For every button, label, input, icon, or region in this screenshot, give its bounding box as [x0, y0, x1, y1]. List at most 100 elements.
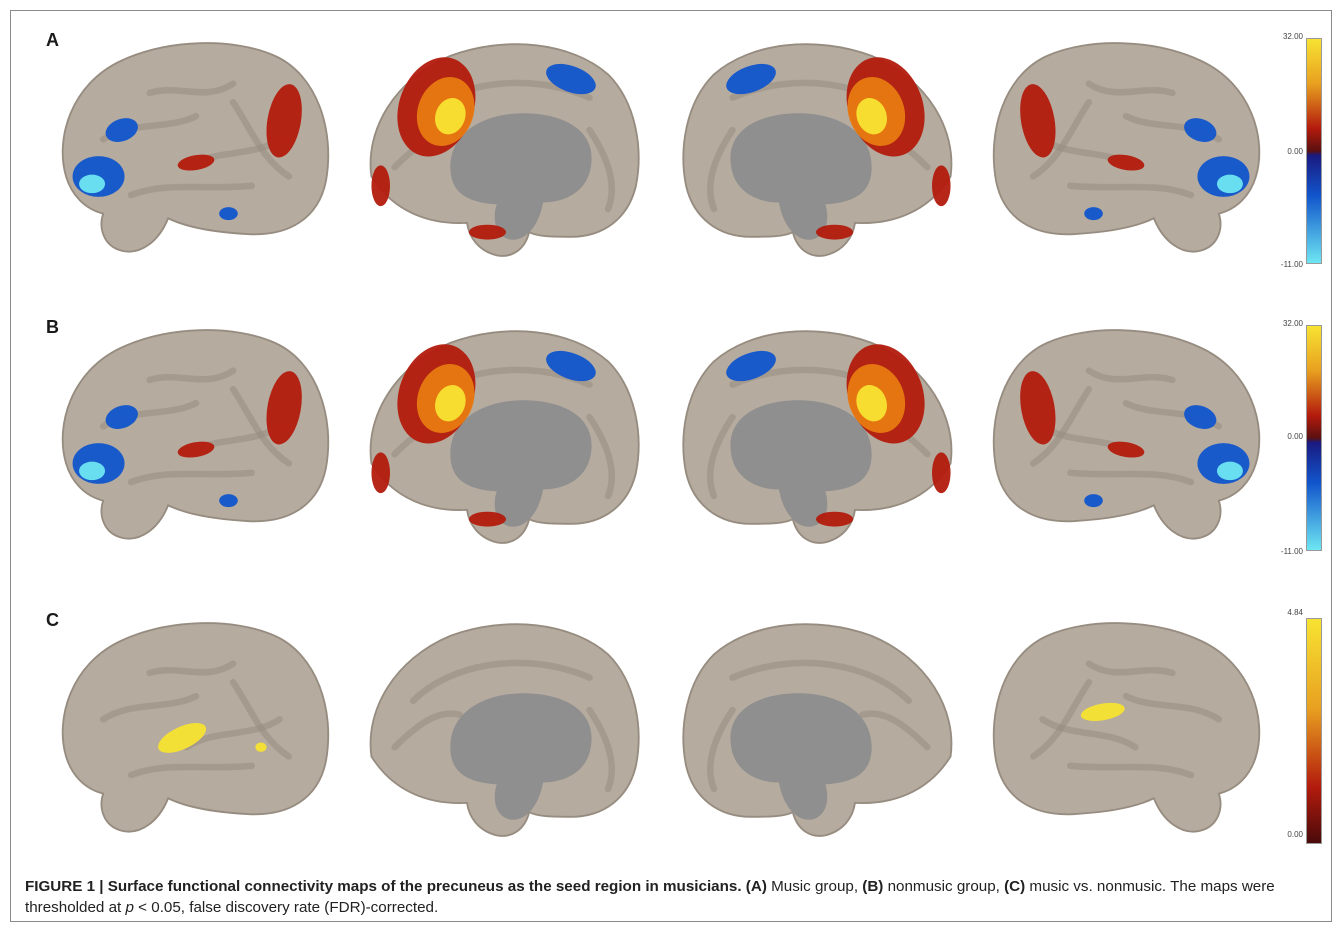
negative-peak-cluster: [1216, 461, 1243, 481]
positive-cluster: [177, 154, 215, 171]
caption-b-text: nonmusic group,: [883, 878, 1005, 895]
negative-cluster: [546, 63, 596, 95]
panel-letter: A: [46, 30, 59, 50]
colorbar-mid-label: 0.00: [1287, 432, 1303, 441]
sulcus: [707, 126, 736, 213]
brain-right-medial-view: [682, 330, 953, 544]
negative-cluster: [1184, 118, 1217, 143]
positive-peak-cluster: [856, 384, 888, 422]
sulcus: [586, 706, 615, 793]
brain-right-medial-view: [682, 43, 953, 257]
sulcus: [586, 413, 615, 500]
positive-cluster: [1107, 441, 1145, 458]
sulcus: [127, 182, 255, 199]
negative-cluster: [726, 63, 776, 95]
difference-cluster: [255, 742, 267, 752]
colorbar-max-label: 32.00: [1282, 32, 1303, 41]
colorbar-min-label: -11.00: [1280, 547, 1303, 556]
positive-cluster: [177, 441, 215, 458]
difference-cluster: [1080, 702, 1125, 722]
negative-peak-cluster: [79, 174, 106, 194]
brain-left-medial-view: [369, 43, 640, 257]
colorbar: [1306, 38, 1322, 264]
positive-peak-cluster: [434, 97, 466, 135]
colorbar-max-label: 32.00: [1282, 319, 1303, 328]
negative-cluster: [726, 350, 776, 382]
colorbar: [1306, 325, 1322, 551]
medial-wall: [730, 113, 872, 240]
positive-cluster: [1020, 84, 1056, 158]
brain-right-lateral-view: [992, 622, 1261, 833]
sulcus: [146, 660, 237, 677]
panel-letter: B: [46, 317, 59, 337]
medial-wall: [730, 693, 872, 820]
sulcus: [1029, 98, 1093, 180]
negative-cluster: [1184, 405, 1217, 430]
colorbar-min-label: 0.00: [1287, 830, 1303, 839]
cortex-surface: [992, 329, 1261, 540]
panel-c: C 4.84 0.00: [11, 590, 1331, 860]
positive-cluster: [816, 511, 854, 527]
brain-right-lateral-view: [992, 42, 1261, 253]
positive-peak-cluster: [434, 384, 466, 422]
sulcus: [229, 98, 293, 180]
positive-cluster: [468, 511, 506, 527]
sulcus: [229, 385, 293, 467]
negative-peak-cluster: [79, 461, 106, 481]
difference-cluster: [158, 723, 207, 753]
sulcus: [229, 678, 293, 760]
positive-cluster: [371, 452, 390, 494]
medial-wall: [450, 693, 592, 820]
colorbar-mid-label: 0.00: [1287, 147, 1303, 156]
negative-cluster: [1084, 207, 1103, 221]
sulcus: [586, 126, 615, 213]
figure-caption: FIGURE 1 | Surface functional connectivi…: [25, 876, 1320, 918]
positive-cluster: [816, 224, 854, 240]
figure-frame: [10, 10, 1332, 922]
sulcus: [127, 762, 255, 779]
caption-threshold-text: < 0.05, false discovery rate (FDR)-corre…: [133, 899, 439, 916]
sulcus: [1039, 716, 1139, 751]
caption-p-symbol: p: [125, 899, 134, 916]
sulcus: [1085, 367, 1176, 384]
caption-a-label: (A): [745, 878, 767, 895]
sulcus: [1067, 469, 1195, 486]
negative-cluster: [219, 207, 238, 221]
brain-left-lateral-view: [61, 329, 330, 540]
brain-left-lateral-view: [61, 622, 330, 833]
caption-b-label: (B): [862, 878, 884, 895]
cortex-surface: [61, 42, 330, 253]
negative-cluster: [219, 494, 238, 508]
positive-cluster: [932, 165, 951, 207]
positive-cluster: [932, 452, 951, 494]
sulcus: [127, 469, 255, 486]
medial-wall: [450, 400, 592, 527]
sulcus: [1085, 660, 1176, 677]
positive-cluster: [468, 224, 506, 240]
panel-letter: C: [46, 610, 59, 630]
sulcus: [146, 80, 237, 97]
caption-c-text: music vs. nonmusic. The maps were thresh…: [25, 878, 1275, 916]
positive-cluster: [1107, 154, 1145, 171]
sulcus: [1029, 385, 1093, 467]
sulcus: [1085, 80, 1176, 97]
sulcus: [859, 710, 931, 751]
sulcus: [146, 367, 237, 384]
caption-c-label: (C): [1004, 878, 1026, 895]
cortex-surface: [61, 329, 330, 540]
negative-cluster: [105, 118, 138, 143]
cortex-surface: [992, 42, 1261, 253]
positive-cluster: [266, 84, 302, 158]
panel-b: B 32.00 0.00 -11.00: [11, 297, 1331, 567]
positive-cluster: [371, 165, 390, 207]
medial-wall: [730, 400, 872, 527]
brain-right-medial-view: [682, 623, 953, 837]
colorbar-max-label: 4.84: [1287, 608, 1303, 617]
sulcus: [1067, 182, 1195, 199]
cortex-surface: [992, 622, 1261, 833]
sulcus: [1029, 678, 1093, 760]
sulcus: [391, 710, 463, 751]
brain-left-medial-view: [369, 330, 640, 544]
sulcus: [729, 659, 913, 705]
positive-cluster: [1020, 371, 1056, 445]
